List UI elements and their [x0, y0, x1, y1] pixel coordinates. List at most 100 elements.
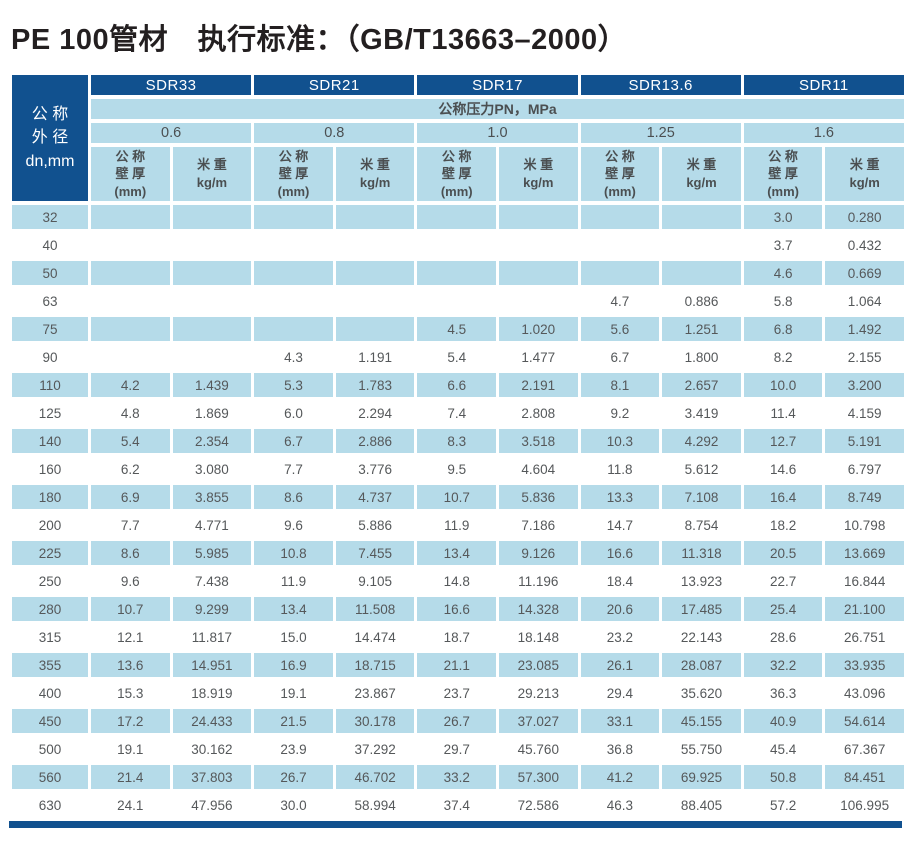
dn-value-cell: 280 [12, 597, 88, 621]
wall-thickness-cell [580, 233, 660, 257]
meter-weight-cell: 88.405 [662, 793, 741, 817]
wall-thickness-cell: 8.3 [417, 429, 496, 453]
wall-thickness-cell [580, 261, 660, 285]
wall-thickness-cell [417, 289, 496, 313]
wall-thickness-cell: 4.6 [743, 261, 823, 285]
wall-thickness-cell: 6.7 [580, 345, 660, 369]
meter-weight-cell: 46.702 [335, 765, 415, 789]
wall-thickness-cell: 46.3 [580, 793, 660, 817]
wall-thickness-cell [417, 233, 496, 257]
wall-thickness-cell: 25.4 [743, 597, 823, 621]
wall-thickness-cell: 4.3 [254, 345, 333, 369]
wall-thickness-cell: 41.2 [580, 765, 660, 789]
table-row: 225 8.6 5.985 10.8 7.455 13.4 9.126 16.6 11.318 2… [12, 541, 904, 565]
meter-weight-cell: 3.518 [499, 429, 578, 453]
meter-weight-cell: 21.100 [825, 597, 904, 621]
wall-thickness-cell: 14.7 [580, 513, 660, 537]
meter-weight-cell: 0.432 [825, 233, 904, 257]
wall-thickness-cell: 17.2 [91, 709, 170, 733]
dn-value-cell: 560 [12, 765, 88, 789]
wall-thickness-cell: 21.1 [417, 653, 496, 677]
meter-weight-cell: 7.108 [662, 485, 741, 509]
meter-weight-cell: 6.797 [825, 457, 904, 481]
meter-weight-cell: 3.855 [172, 485, 252, 509]
wall-thickness-cell: 8.2 [743, 345, 823, 369]
wall-thickness-cell: 15.3 [91, 681, 170, 705]
pressure-band-header: 公称压力PN，MPa [91, 99, 904, 119]
wall-thickness-cell: 4.5 [417, 317, 496, 341]
wall-thickness-cell [254, 233, 333, 257]
meter-weight-cell: 1.477 [499, 345, 578, 369]
dn-value-cell: 400 [12, 681, 88, 705]
meter-weight-cell: 22.143 [662, 625, 741, 649]
wall-thickness-cell: 13.4 [417, 541, 496, 565]
table-row: 40 3.7 0.432 [12, 233, 904, 257]
meter-weight-cell [335, 317, 415, 341]
meter-weight-cell [335, 205, 415, 229]
meter-weight-cell: 3.080 [172, 457, 252, 481]
wall-thickness-cell: 16.6 [417, 597, 496, 621]
meter-weight-cell: 14.328 [499, 597, 578, 621]
wall-thickness-cell: 16.4 [743, 485, 823, 509]
table-row: 160 6.2 3.080 7.7 3.776 9.5 4.604 11.8 5.612 14.6… [12, 457, 904, 481]
table-row: 50 4.6 0.669 [12, 261, 904, 285]
table-row: 450 17.2 24.433 21.5 30.178 26.7 37.027 33.1 45.… [12, 709, 904, 733]
wall-thickness-cell: 9.6 [91, 569, 170, 593]
wall-thickness-cell: 11.4 [743, 401, 823, 425]
wall-thickness-cell: 18.7 [417, 625, 496, 649]
meter-weight-cell: 37.803 [172, 765, 252, 789]
table-row: 32 3.0 0.280 [12, 205, 904, 229]
meter-weight-cell: 37.027 [499, 709, 578, 733]
meter-weight-cell [499, 233, 578, 257]
table-row: 400 15.3 18.919 19.1 23.867 23.7 29.213 29.4 35.… [12, 681, 904, 705]
wall-thickness-cell [91, 205, 170, 229]
pipe-spec-table: 公 称 外 径 dn,mm SDR33 SDR21 SDR17 SDR13.6 SDR1… [9, 71, 904, 821]
pressure-band-row: 公称压力PN，MPa [12, 99, 904, 119]
wall-thickness-cell [91, 317, 170, 341]
wall-thickness-cell: 23.7 [417, 681, 496, 705]
meter-weight-cell: 11.196 [499, 569, 578, 593]
meter-weight-cell: 11.817 [172, 625, 252, 649]
table-row: 250 9.6 7.438 11.9 9.105 14.8 11.196 18.4 13.923… [12, 569, 904, 593]
wall-thickness-cell: 8.6 [254, 485, 333, 509]
dn-value-cell: 110 [12, 373, 88, 397]
wall-thickness-cell: 13.6 [91, 653, 170, 677]
wall-thickness-cell: 6.9 [91, 485, 170, 509]
meter-weight-cell: 10.798 [825, 513, 904, 537]
wall-thickness-cell: 26.1 [580, 653, 660, 677]
meter-weight-cell [499, 205, 578, 229]
wall-thickness-cell: 19.1 [254, 681, 333, 705]
wall-thickness-cell [580, 205, 660, 229]
wall-thickness-header: 公 称 壁 厚 (mm) [417, 147, 496, 201]
pressure-value-header: 1.6 [743, 123, 904, 143]
table-row: 630 24.1 47.956 30.0 58.994 37.4 72.586 46.3 88.… [12, 793, 904, 817]
meter-weight-cell: 28.087 [662, 653, 741, 677]
wall-thickness-cell: 19.1 [91, 737, 170, 761]
table-row: 180 6.9 3.855 8.6 4.737 10.7 5.836 13.3 7.108 16.… [12, 485, 904, 509]
meter-weight-cell: 4.604 [499, 457, 578, 481]
meter-weight-cell: 43.096 [825, 681, 904, 705]
meter-weight-cell: 1.251 [662, 317, 741, 341]
wall-thickness-cell: 8.1 [580, 373, 660, 397]
bottom-rule [9, 821, 902, 828]
wall-thickness-cell: 18.2 [743, 513, 823, 537]
table-row: 500 19.1 30.162 23.9 37.292 29.7 45.760 36.8 55.… [12, 737, 904, 761]
column-headers-row: 公 称 壁 厚 (mm) 米 重 kg/m 公 称 壁 厚 (mm) 米 重 kg/m… [12, 147, 904, 201]
pressure-value-header: 1.0 [417, 123, 578, 143]
wall-thickness-cell: 20.5 [743, 541, 823, 565]
meter-weight-cell: 23.867 [335, 681, 415, 705]
dn-value-cell: 50 [12, 261, 88, 285]
meter-weight-cell [335, 233, 415, 257]
meter-weight-cell: 4.159 [825, 401, 904, 425]
meter-weight-header: 米 重 kg/m [662, 147, 741, 201]
meter-weight-cell [499, 289, 578, 313]
wall-thickness-cell [254, 261, 333, 285]
table-row: 75 4.5 1.020 5.6 1.251 6.8 1.492 [12, 317, 904, 341]
wall-thickness-cell: 22.7 [743, 569, 823, 593]
meter-weight-cell: 2.808 [499, 401, 578, 425]
table-row: 355 13.6 14.951 16.9 18.715 21.1 23.085 26.1 28.… [12, 653, 904, 677]
wall-thickness-cell: 6.2 [91, 457, 170, 481]
wall-thickness-cell: 13.3 [580, 485, 660, 509]
wall-thickness-cell: 33.1 [580, 709, 660, 733]
